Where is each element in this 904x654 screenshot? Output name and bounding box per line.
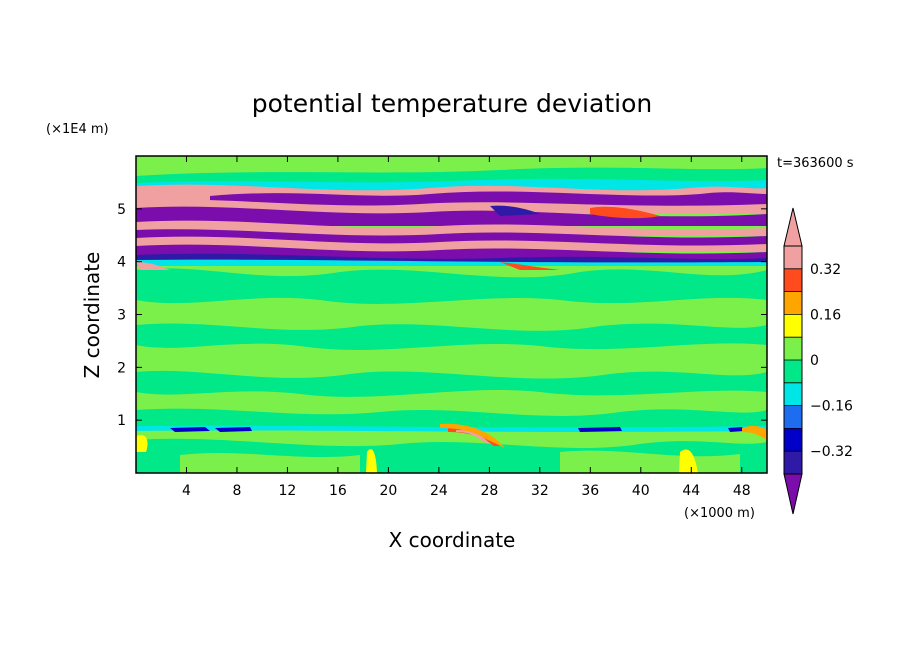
x-tick-label: 36 [581,483,599,499]
colorbar-segment [784,268,802,292]
colorbar-segment [784,314,802,338]
colorbar-tick-label: 0 [810,353,819,369]
colorbar [783,207,803,515]
x-axis-label: X coordinate [389,528,516,552]
colorbar-segment [784,291,802,315]
x-axis-ticks: 4 8 12 16 20 24 28 32 36 40 44 48 [182,156,751,499]
colorbar-extend-bottom [783,473,803,515]
colorbar-ticks: 0.32 0.16 0 −0.16 −0.32 [810,262,853,460]
x-tick-label: 20 [379,483,397,499]
x-unit-label: (×1000 m) [684,506,755,521]
colorbar-tick-label: −0.16 [810,399,853,415]
y-axis-ticks: 1 2 3 4 5 [117,202,767,429]
time-label: t=363600 s [777,156,854,171]
colorbar-segment [784,382,802,406]
x-tick-label: 12 [279,483,297,499]
x-tick-label: 44 [682,483,700,499]
colorbar-tick-label: −0.32 [810,444,853,460]
surface-layer-features [136,423,767,473]
upper-layer-structure [136,167,767,270]
colorbar-extend-top [783,207,803,247]
x-tick-label: 40 [632,483,650,499]
colorbar-segment [784,428,802,452]
y-tick-label: 5 [117,202,126,218]
colorbar-segment [784,451,802,474]
y-tick-label: 3 [117,308,126,324]
x-tick-label: 4 [182,483,191,499]
x-tick-label: 32 [531,483,549,499]
x-tick-label: 48 [733,483,751,499]
y-axis-label: Z coordinate [80,252,104,379]
x-tick-label: 24 [430,483,448,499]
colorbar-segment [784,337,802,360]
y-tick-label: 1 [117,413,126,429]
plot-area [136,156,767,473]
colorbar-segment [784,360,802,383]
colorbar-segment [784,405,802,429]
colorbar-segment [784,246,802,269]
y-tick-label: 4 [117,255,126,271]
x-tick-label: 28 [480,483,498,499]
chart-title: potential temperature deviation [252,89,652,118]
colorbar-tick-label: 0.16 [810,307,841,323]
y-unit-label: (×1E4 m) [46,122,109,137]
x-tick-label: 16 [329,483,347,499]
colorbar-tick-label: 0.32 [810,262,841,278]
y-tick-label: 2 [117,360,126,376]
x-tick-label: 8 [232,483,241,499]
